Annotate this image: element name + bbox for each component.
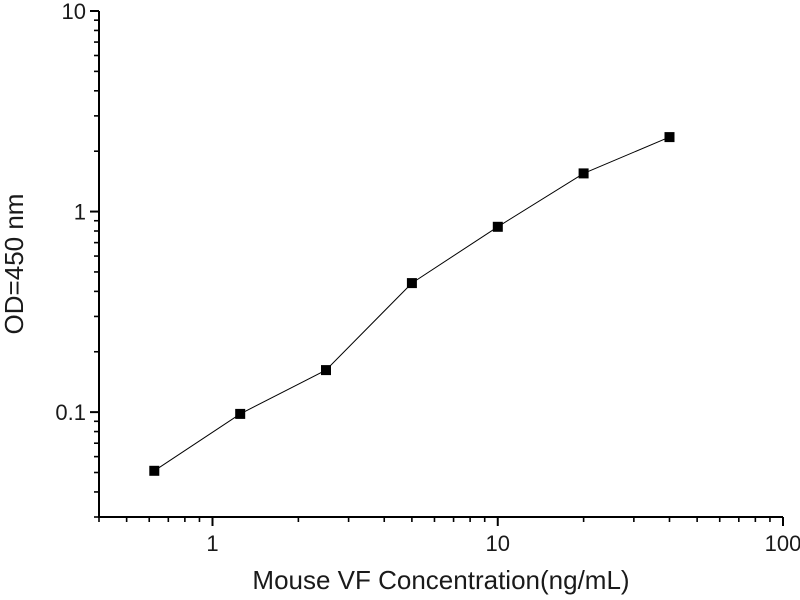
data-point-marker [235,408,246,419]
y-tick-label: 1 [74,200,86,225]
x-tick-label: 10 [486,531,510,556]
data-point-marker [578,168,589,179]
data-point-marker [406,278,417,289]
y-axis-title: OD=450 nm [0,194,29,335]
tick-layer: 1 10 100 0.1 1 10 [55,0,800,556]
x-tick-label: 1 [206,531,218,556]
data-point-marker [664,132,675,143]
series-line [154,136,670,472]
series-layer [149,132,675,476]
data-point-marker [492,221,503,232]
data-point-marker [321,365,331,376]
x-tick-label: 100 [765,531,800,556]
y-tick-label: 0.1 [55,400,86,425]
y-tick-label: 10 [62,0,86,24]
data-point-marker [149,465,160,476]
x-axis-title: Mouse VF Concentration(ng/mL) [252,565,629,595]
